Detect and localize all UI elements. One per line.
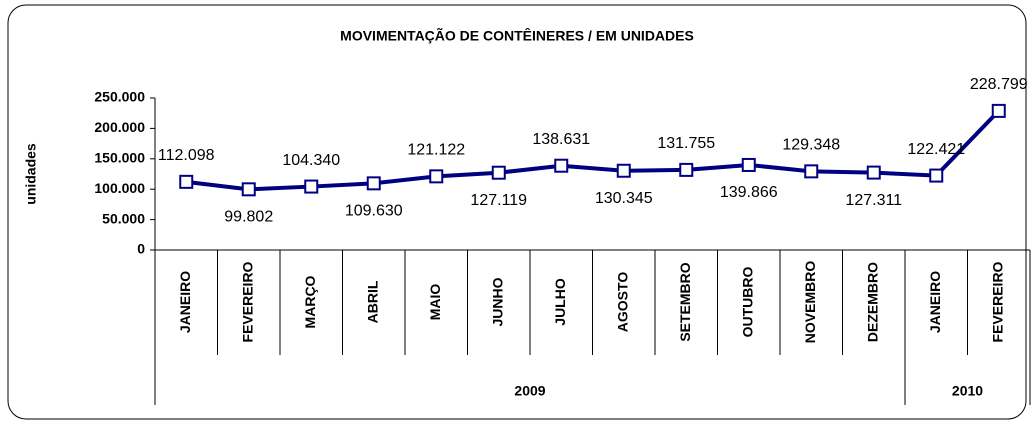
x-tick-label: AGOSTO [614,272,630,333]
y-tick-label: 0 [137,241,145,257]
marker [366,176,381,191]
year-label: 2009 [514,383,545,399]
marker [554,158,569,173]
series-line [186,109,1001,192]
x-tick-label: JULHO [552,278,568,326]
marker [179,174,194,189]
x-tick-label: FEVEREIRO [989,261,1005,342]
value-label: 139.866 [720,184,778,201]
value-label: 104.340 [282,152,340,169]
x-tick-label: NOVEMBRO [802,261,818,344]
marker [491,165,506,180]
marker [866,165,881,180]
marker [304,179,319,194]
x-tick-label: JANEIRO [927,271,943,333]
frame [7,4,1027,420]
x-tick-label: ABRIL [364,280,380,323]
value-label: 112.098 [158,147,215,164]
marker [991,103,1006,118]
y-axis-label: unidades [23,143,39,205]
value-label: 127.311 [845,192,902,209]
marker [929,168,944,183]
value-label: 131.755 [657,135,715,152]
marker [241,182,256,197]
y-tick-label: 200.000 [94,119,145,135]
x-tick-label: MAIO [427,284,443,321]
marker [741,157,756,172]
marker [616,163,631,178]
x-tick-label: DEZEMBRO [864,262,880,342]
x-tick-label: FEVEREIRO [239,261,255,342]
x-tick-label: JANEIRO [177,271,193,333]
y-tick-label: 50.000 [102,210,145,226]
value-label: 109.630 [345,203,403,220]
y-tick-label: 100.000 [94,180,145,196]
y-tick-label: 250.000 [94,89,145,105]
chart-title: MOVIMENTAÇÃO DE CONTÊINERES / EM UNIDADE… [340,27,694,44]
x-tick-label: MARÇO [302,275,318,328]
value-label: 138.631 [532,131,590,148]
value-label: 129.348 [782,137,840,154]
x-tick-label: OUTUBRO [739,267,755,338]
value-label: 121.122 [407,142,465,159]
value-label: 99.802 [224,209,273,226]
y-tick-label: 150.000 [94,150,145,166]
value-label: 122.421 [907,141,965,158]
marker [679,162,694,177]
x-tick-label: JUNHO [489,277,505,326]
value-label: 130.345 [595,190,653,207]
marker [429,169,444,184]
marker [804,164,819,179]
value-label: 228.799 [970,76,1028,93]
year-label: 2010 [952,383,983,399]
x-tick-label: SETEMBRO [677,262,693,341]
value-label: 127.119 [470,192,527,209]
